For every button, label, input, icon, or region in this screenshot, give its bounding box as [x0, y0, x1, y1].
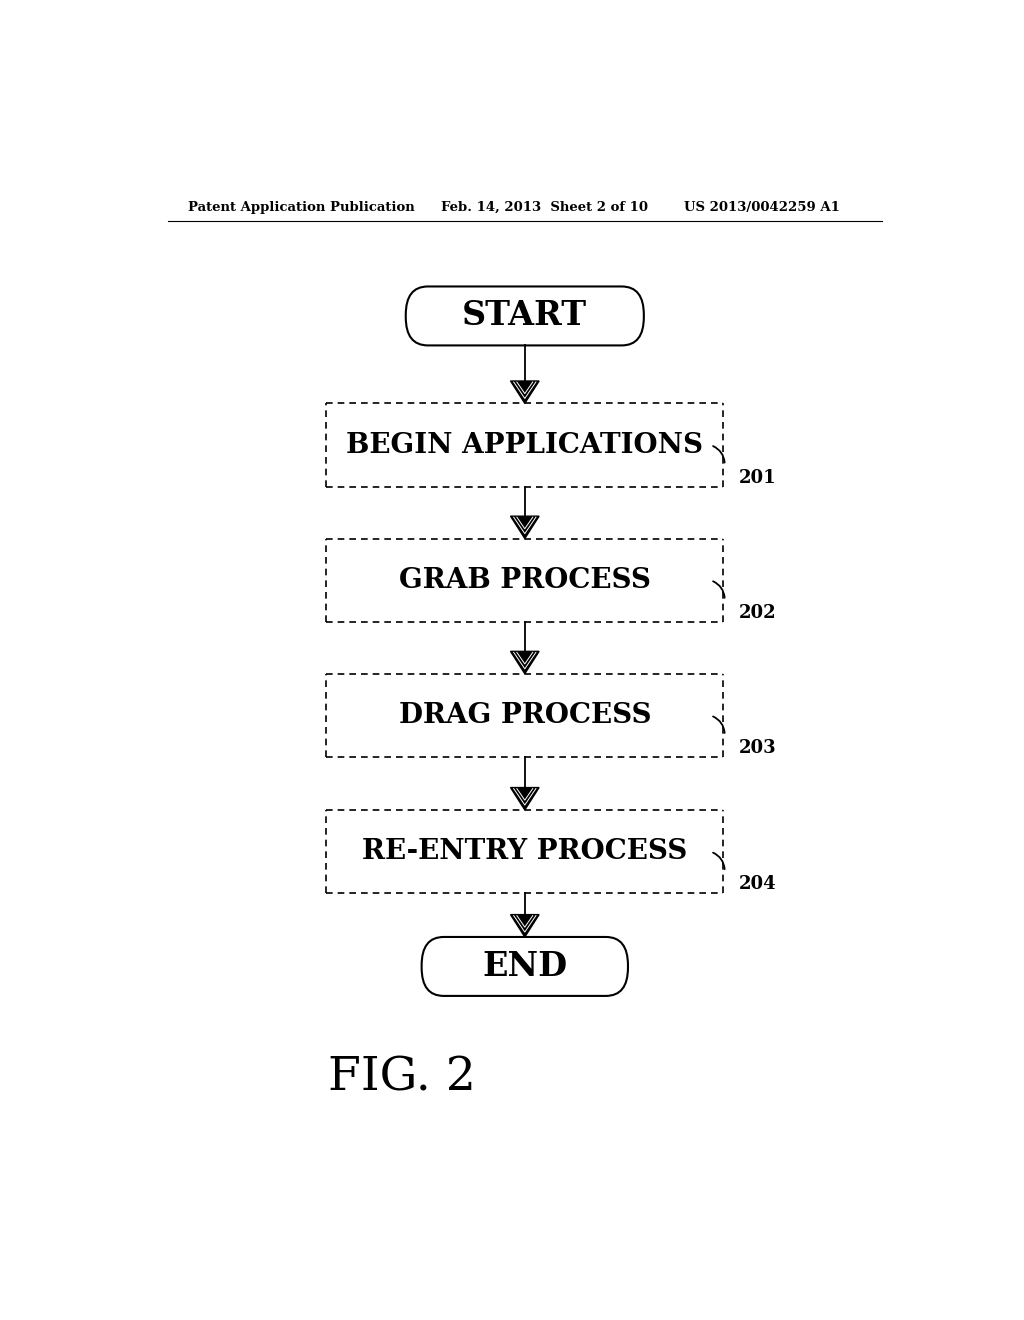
Text: Feb. 14, 2013  Sheet 2 of 10: Feb. 14, 2013 Sheet 2 of 10: [441, 201, 648, 214]
Text: US 2013/0042259 A1: US 2013/0042259 A1: [684, 201, 840, 214]
Text: RE-ENTRY PROCESS: RE-ENTRY PROCESS: [362, 838, 687, 865]
Text: Patent Application Publication: Patent Application Publication: [187, 201, 415, 214]
Polygon shape: [511, 651, 539, 673]
FancyBboxPatch shape: [406, 286, 644, 346]
Text: START: START: [462, 300, 588, 333]
Text: DRAG PROCESS: DRAG PROCESS: [398, 702, 651, 729]
Text: 204: 204: [739, 875, 776, 894]
Polygon shape: [511, 516, 539, 539]
FancyBboxPatch shape: [422, 937, 628, 995]
Text: 201: 201: [739, 469, 776, 487]
Text: END: END: [482, 950, 567, 983]
Text: GRAB PROCESS: GRAB PROCESS: [399, 566, 650, 594]
Polygon shape: [511, 381, 539, 404]
Text: BEGIN APPLICATIONS: BEGIN APPLICATIONS: [346, 432, 703, 458]
Text: 202: 202: [739, 603, 776, 622]
Polygon shape: [511, 788, 539, 810]
Text: 203: 203: [739, 739, 776, 756]
Polygon shape: [511, 915, 539, 937]
Text: FIG. 2: FIG. 2: [328, 1056, 476, 1101]
